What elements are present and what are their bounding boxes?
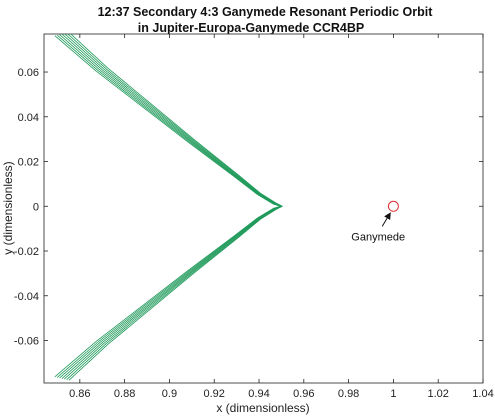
x-tick-label: 1 — [390, 388, 396, 400]
x-tick-label: 0.98 — [338, 388, 359, 400]
y-tick-label: 0.06 — [18, 67, 39, 79]
x-tick-label: 0.94 — [248, 388, 269, 400]
x-tick-label: 1.02 — [427, 388, 448, 400]
y-tick-label: -0.04 — [14, 291, 39, 303]
y-tick-label: -0.02 — [14, 246, 39, 258]
ganymede-marker — [387, 200, 399, 212]
x-tick-label: 1.04 — [472, 388, 493, 400]
chart-subtitle: in Jupiter-Europa-Ganymede CCR4BP — [138, 21, 364, 35]
ganymede-body-group: Ganymede — [351, 200, 405, 243]
y-tick-label: 0.02 — [18, 157, 39, 169]
x-tick-label: 0.88 — [114, 388, 135, 400]
x-tick-label: 0.86 — [69, 388, 90, 400]
x-tick-label: 0.92 — [204, 388, 225, 400]
y-tick-label: 0 — [33, 201, 39, 213]
x-tick-label: 0.96 — [293, 388, 314, 400]
annotation-label: Ganymede — [351, 231, 405, 243]
x-axis-label: x (dimensionless) — [216, 401, 309, 415]
x-tick-label: 0.9 — [162, 388, 177, 400]
x-axis-ticks: 0.86 0.88 0.9 0.92 0.94 0.96 0.98 1 1.02 1.04 — [69, 34, 494, 400]
chart-title: 12:37 Secondary 4:3 Ganymede Resonant Pe… — [98, 5, 434, 19]
y-tick-label: 0.04 — [18, 112, 39, 124]
y-axis-label: y (dimensionless) — [1, 161, 15, 254]
y-tick-label: -0.06 — [14, 335, 39, 347]
y-axis-ticks: 0.06 0.04 0.02 0 -0.02 -0.04 -0.06 — [14, 67, 483, 347]
annotation-arrow — [381, 212, 391, 227]
orbit-pass-line — [68, 34, 283, 381]
orbit-trajectory — [54, 34, 283, 381]
